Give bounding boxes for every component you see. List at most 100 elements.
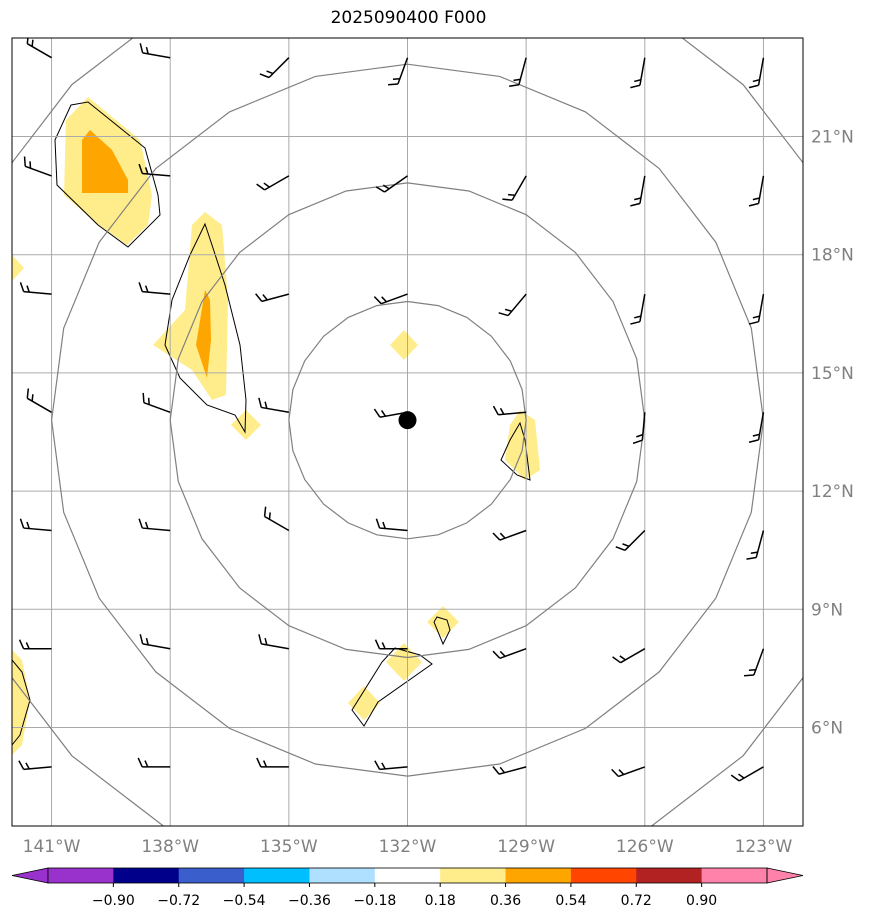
colorbar-bin [178, 868, 245, 883]
wind-barb [748, 57, 765, 89]
wind-barb [23, 156, 52, 177]
wind-barb [612, 648, 646, 664]
wind-barb [138, 282, 171, 295]
wind-barb [375, 175, 408, 193]
contour-lines [12, 101, 531, 746]
wind-barb [748, 412, 765, 443]
colorbar-low-extend [11, 867, 49, 884]
colorbar-tick-label: −0.72 [157, 893, 200, 909]
wind-barb [632, 412, 646, 445]
wind-barb [748, 175, 765, 207]
latitude-labels: 21°N 18°N 15°N 12°N 9°N 6°N [811, 128, 854, 739]
colorbar-tick-label: 0.90 [686, 893, 717, 909]
wind-barb [26, 38, 52, 59]
wind-barb [263, 506, 290, 532]
colorbar-bin [701, 868, 768, 883]
colorbar-bin [636, 868, 703, 883]
colorbar-tick-label: 0.54 [555, 893, 586, 909]
colorbar-bin [440, 868, 507, 883]
colorbar: −0.90 −0.72 −0.54 −0.36 −0.18 0.18 0.36 0.54 0.7… [11, 867, 804, 909]
colorbar-bin [309, 868, 376, 883]
colorbar-tick-label: −0.54 [223, 893, 266, 909]
wind-barb [258, 634, 289, 650]
wind-barb [26, 388, 52, 413]
colorbar-tick-label: 0.36 [490, 893, 521, 909]
lon-tick-label: 135°W [260, 837, 318, 857]
wind-barb [19, 518, 52, 532]
wind-barb [374, 639, 408, 650]
lat-tick-label: 6°N [811, 719, 843, 739]
wind-barb [19, 282, 52, 295]
wind-barb [746, 530, 765, 560]
wind-barb [139, 634, 171, 650]
wind-barb [375, 518, 408, 532]
wind-barb [142, 392, 171, 414]
shade-yellow-westedge [12, 650, 30, 755]
wind-barb [492, 529, 527, 541]
wind-barb [492, 766, 527, 775]
wind-barb [502, 175, 527, 201]
wind-barb [18, 760, 52, 771]
range-ring [169, 182, 646, 659]
wind-barb [259, 57, 290, 79]
shade-yellow-west [153, 212, 228, 400]
colorbar-bin [113, 868, 180, 883]
wind-barb [139, 43, 171, 59]
shade-yellow-westedge2 [12, 255, 24, 281]
wind-barb [374, 760, 408, 771]
lon-tick-label: 141°W [23, 837, 81, 857]
colorbar-bin [48, 868, 114, 883]
colorbar-bin [570, 868, 637, 883]
storm-center-marker [398, 411, 417, 430]
wind-barb [388, 57, 409, 86]
wind-barbs [18, 38, 765, 782]
range-rings [12, 38, 803, 826]
lon-tick-label: 129°W [497, 837, 555, 857]
plot-frame [11, 37, 804, 827]
wind-barb [509, 57, 527, 88]
wind-barb [492, 647, 527, 659]
longitude-labels: 141°W 138°W 135°W 132°W 129°W 126°W 123°W [23, 837, 793, 857]
colorbar-tick-label: −0.90 [92, 893, 135, 909]
wind-barb [630, 57, 646, 89]
shaded-contours [12, 97, 540, 755]
shade-orange-nw [82, 130, 128, 193]
wind-barb [256, 175, 290, 191]
wind-barb [630, 293, 646, 325]
wind-barb [611, 766, 646, 778]
colorbar-tick-label: 0.18 [425, 893, 456, 909]
lat-tick-label: 18°N [811, 246, 854, 266]
lon-tick-label: 126°W [616, 837, 674, 857]
lat-tick-label: 12°N [811, 482, 854, 502]
lon-tick-label: 132°W [379, 837, 437, 857]
shade-yellow-small1 [231, 410, 261, 440]
wind-barb [258, 397, 289, 414]
range-ring [50, 63, 765, 777]
shade-yellow-south [386, 643, 422, 681]
wind-barb [615, 529, 646, 551]
lat-tick-label: 9°N [811, 600, 843, 620]
colorbar-bin [244, 868, 310, 883]
wind-barb [137, 757, 171, 768]
wind-barb [630, 175, 646, 207]
colorbar-tick-label: −0.36 [288, 893, 331, 909]
lat-tick-label: 15°N [811, 364, 854, 384]
colorbar-tick-label: −0.18 [353, 893, 396, 909]
wind-barb [730, 766, 764, 782]
shade-yellow-small2 [390, 330, 418, 360]
colorbar-tick-label: 0.72 [621, 893, 652, 909]
wind-barb [255, 293, 290, 303]
wind-barb [138, 163, 171, 177]
wind-barb [492, 405, 527, 416]
wind-barb [256, 757, 289, 768]
range-ring [288, 300, 527, 540]
shade-yellow-small3 [427, 606, 459, 638]
shade-orange-west [196, 290, 211, 378]
colorbar-bin [505, 868, 572, 883]
wind-barb [18, 639, 52, 650]
lat-tick-label: 21°N [811, 128, 854, 148]
chart-title: 2025090400 F000 [330, 8, 487, 28]
colorbar-high-extend [766, 867, 804, 884]
graticule [12, 38, 803, 826]
